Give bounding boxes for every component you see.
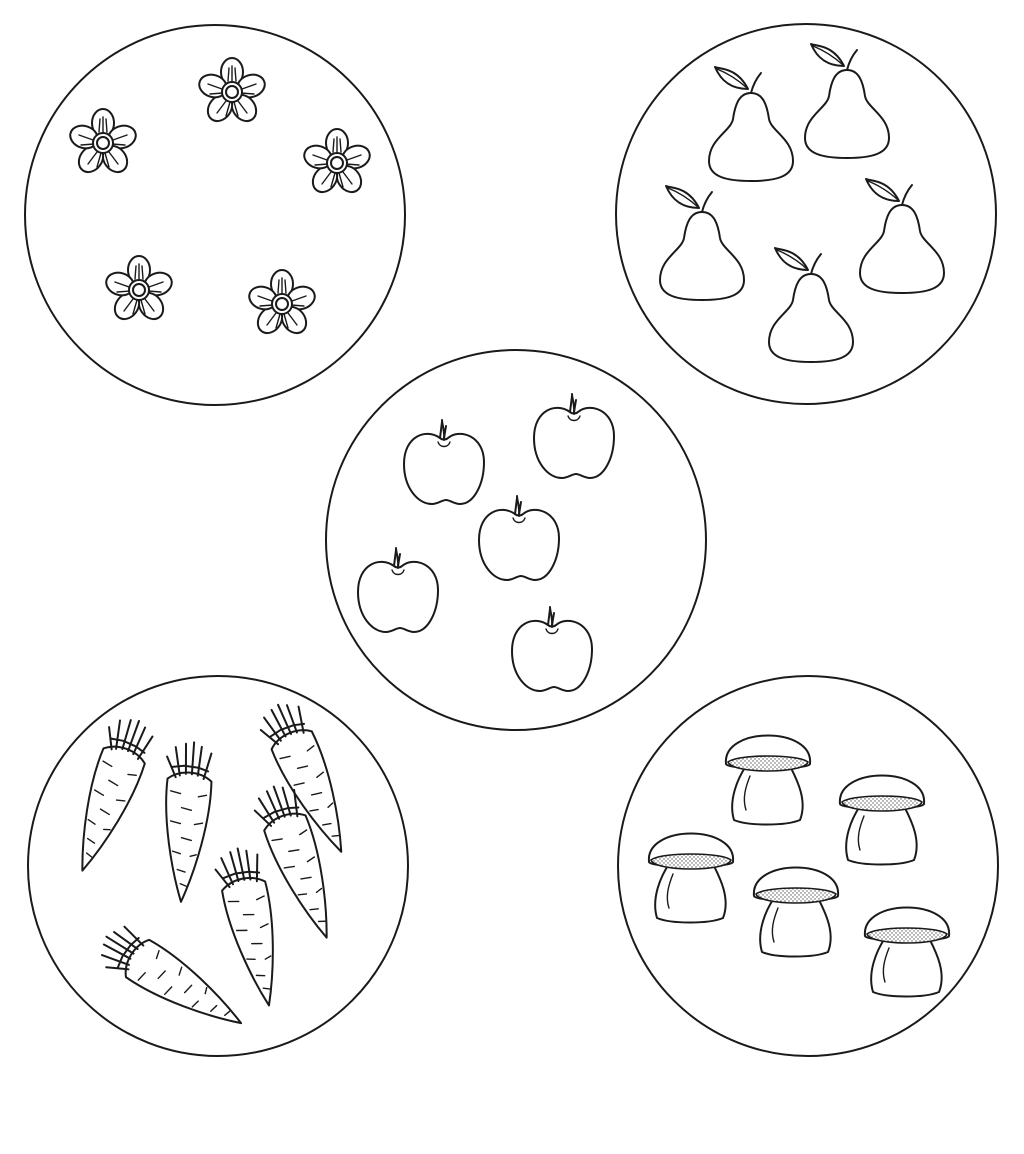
mushroom-icon [647,832,735,924]
mushroom-group [617,675,999,1057]
mushroom-icon [724,734,812,826]
mushroom-icon [752,866,840,958]
carrot-group [27,675,409,1057]
flower-group [24,24,406,406]
mushroom-icon [863,906,951,998]
pear-group [615,23,997,405]
apple-group [325,349,707,731]
pear-plate [615,23,997,405]
mushroom-icon [838,774,926,866]
